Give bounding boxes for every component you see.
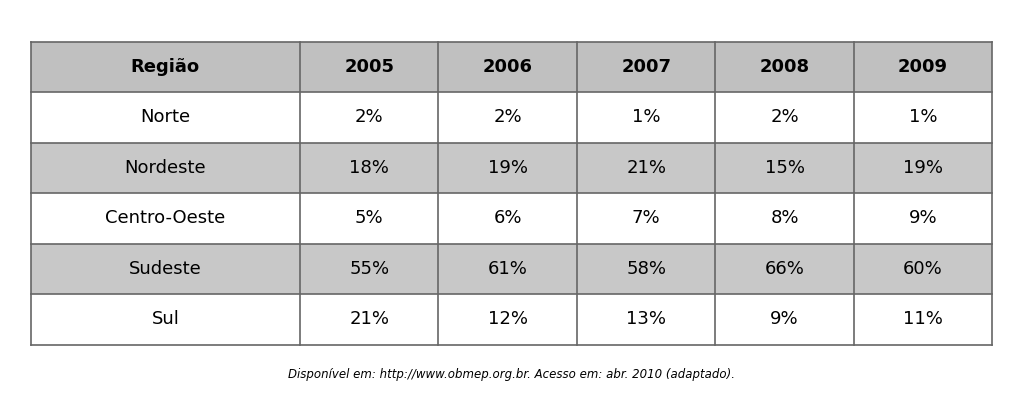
- Text: Norte: Norte: [140, 109, 190, 126]
- Text: 2005: 2005: [344, 58, 394, 76]
- Text: 11%: 11%: [903, 310, 943, 328]
- Text: 2%: 2%: [355, 109, 384, 126]
- Text: 6%: 6%: [493, 209, 522, 227]
- Text: 19%: 19%: [903, 159, 943, 177]
- Text: Disponível em: http://www.obmep.org.br. Acesso em: abr. 2010 (adaptado).: Disponível em: http://www.obmep.org.br. …: [288, 368, 735, 381]
- Text: 21%: 21%: [349, 310, 389, 328]
- Text: Sul: Sul: [151, 310, 179, 328]
- Text: 21%: 21%: [626, 159, 666, 177]
- Text: 60%: 60%: [903, 260, 943, 278]
- Text: 58%: 58%: [626, 260, 666, 278]
- Text: 13%: 13%: [626, 310, 666, 328]
- Text: 2008: 2008: [759, 58, 809, 76]
- Text: 2%: 2%: [493, 109, 522, 126]
- Text: 2007: 2007: [621, 58, 671, 76]
- Text: 66%: 66%: [764, 260, 804, 278]
- Text: 2006: 2006: [483, 58, 533, 76]
- Text: 1%: 1%: [632, 109, 661, 126]
- Text: Região: Região: [131, 58, 199, 76]
- Text: 9%: 9%: [908, 209, 937, 227]
- Text: 1%: 1%: [908, 109, 937, 126]
- Text: 55%: 55%: [349, 260, 389, 278]
- Text: 9%: 9%: [770, 310, 799, 328]
- Text: Nordeste: Nordeste: [125, 159, 206, 177]
- Text: Sudeste: Sudeste: [129, 260, 202, 278]
- Text: 8%: 8%: [770, 209, 799, 227]
- Text: 2%: 2%: [770, 109, 799, 126]
- Text: 7%: 7%: [632, 209, 661, 227]
- Text: Centro-Oeste: Centro-Oeste: [105, 209, 225, 227]
- Text: 19%: 19%: [488, 159, 528, 177]
- Text: 2009: 2009: [898, 58, 948, 76]
- Text: 61%: 61%: [488, 260, 528, 278]
- Text: 5%: 5%: [355, 209, 384, 227]
- Text: 12%: 12%: [488, 310, 528, 328]
- Text: 15%: 15%: [764, 159, 805, 177]
- Text: 18%: 18%: [349, 159, 389, 177]
